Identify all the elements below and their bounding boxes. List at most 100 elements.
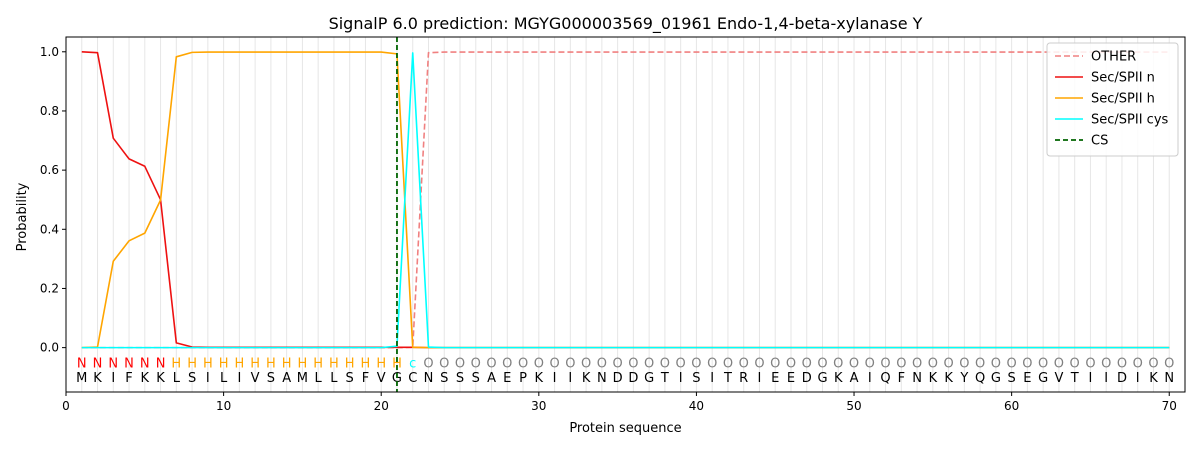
residue-letter: I [568, 371, 572, 386]
region-label: O [534, 356, 544, 371]
region-label: O [739, 356, 749, 371]
region-label: O [660, 356, 670, 371]
residue-letter: N [597, 371, 607, 386]
legend: OTHER Sec/SPII n Sec/SPII h Sec/SPII cys CS [1046, 42, 1179, 157]
residue-letter: Q [880, 371, 890, 386]
region-label: O [959, 356, 969, 371]
region-label: O [723, 356, 733, 371]
residue-letter: S [346, 371, 354, 386]
region-label: O [817, 356, 827, 371]
region-label: N [93, 356, 103, 371]
axes-frame [65, 36, 1186, 393]
residue-letter: P [519, 371, 527, 386]
region-label: O [1117, 356, 1127, 371]
region-label: O [691, 356, 701, 371]
y-tick-label: 0.2 [40, 281, 59, 295]
region-label: O [597, 356, 607, 371]
region-label: O [943, 356, 953, 371]
residue-letter: S [440, 371, 448, 386]
residue-letter: G [991, 371, 1001, 386]
residue-letter: K [156, 371, 165, 386]
residue-letter: M [297, 371, 308, 386]
residue-letter: S [692, 371, 700, 386]
legend-entry: OTHER [1091, 50, 1136, 65]
residue-letter: K [582, 371, 591, 386]
residue-letter: A [487, 371, 496, 386]
x-tick-label: 50 [846, 399, 861, 413]
residue-letter: L [220, 371, 228, 386]
residue-letter: C [408, 371, 417, 386]
residue-letter: V [1054, 371, 1063, 386]
region-label: O [644, 356, 654, 371]
residue-letter: F [125, 371, 132, 386]
residue-letter: T [660, 371, 669, 386]
residue-letter: L [330, 371, 338, 386]
residue-letter: G [817, 371, 827, 386]
legend-entry: CS [1091, 134, 1108, 149]
region-label: O [975, 356, 985, 371]
region-label: H [376, 356, 386, 371]
residue-letter: I [1089, 371, 1093, 386]
residue-letter: Y [959, 371, 968, 386]
region-label: O [676, 356, 686, 371]
region-label: N [124, 356, 134, 371]
region-label: O [455, 356, 465, 371]
region-label: H [171, 356, 181, 371]
x-tick-label: 70 [1162, 399, 1177, 413]
residue-letter: I [1104, 371, 1108, 386]
region-label: O [833, 356, 843, 371]
x-tick-label: 40 [689, 399, 704, 413]
region-label: O [1007, 356, 1017, 371]
region-label: O [518, 356, 528, 371]
residue-letter: K [535, 371, 544, 386]
residue-letter: E [787, 371, 795, 386]
region-label: O [1133, 356, 1143, 371]
region-label: H [203, 356, 213, 371]
region-label: H [345, 356, 355, 371]
residue-letter: G [392, 371, 402, 386]
residue-letter: E [771, 371, 779, 386]
residue-letter: L [173, 371, 181, 386]
region-label: O [1038, 356, 1048, 371]
residue-letter: K [141, 371, 150, 386]
region-label: H [282, 356, 292, 371]
residue-letter: I [111, 371, 115, 386]
region-label: O [770, 356, 780, 371]
x-axis-label: Protein sequence [569, 421, 681, 436]
residue-letter: T [723, 371, 732, 386]
residue-letter: V [377, 371, 386, 386]
region-label: N [108, 356, 118, 371]
residue-letter: E [503, 371, 511, 386]
y-axis-label: Probability [15, 182, 30, 251]
residue-letter: D [628, 371, 638, 386]
legend-box [1046, 42, 1179, 157]
residue-letter: S [472, 371, 480, 386]
residue-letter: G [1038, 371, 1048, 386]
region-label: O [1101, 356, 1111, 371]
residue-letter: S [267, 371, 275, 386]
legend-entry: Sec/SPII h [1091, 92, 1155, 107]
residue-letter: D [802, 371, 812, 386]
residue-letter: V [251, 371, 260, 386]
residue-letter: A [850, 371, 859, 386]
region-label: O [1070, 356, 1080, 371]
residue-letter: K [93, 371, 102, 386]
region-label: O [471, 356, 481, 371]
region-label: O [1054, 356, 1064, 371]
region-label: c [409, 356, 416, 371]
residue-letter: I [679, 371, 683, 386]
chart-title: SignalP 6.0 prediction: MGYG000003569_01… [329, 14, 923, 34]
x-tick-label: 30 [531, 399, 546, 413]
region-label: O [1148, 356, 1158, 371]
residue-letter: I [553, 371, 557, 386]
residue-letter: I [758, 371, 762, 386]
region-label: O [865, 356, 875, 371]
region-label: H [313, 356, 323, 371]
residue-letter: A [282, 371, 291, 386]
residue-letter: N [912, 371, 922, 386]
region-label: O [880, 356, 890, 371]
residue-letter: D [1117, 371, 1127, 386]
region-label: H [266, 356, 276, 371]
region-label: N [140, 356, 150, 371]
